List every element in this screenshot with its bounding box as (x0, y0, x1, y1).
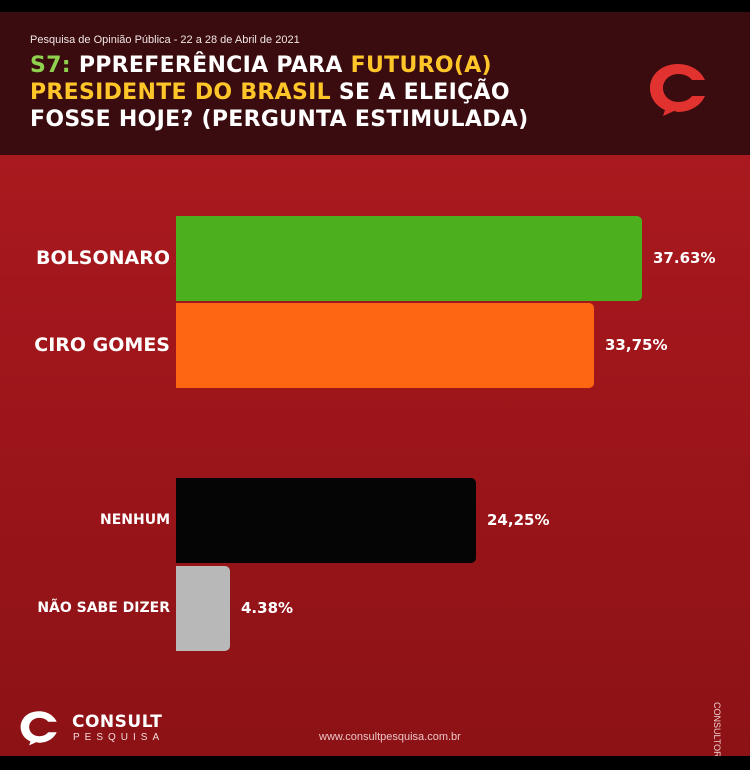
chart-title: S7: PPREFERÊNCIA PARA FUTURO(A) PRESIDENT… (30, 52, 590, 133)
value-label-bolsonaro: 37.63% (653, 248, 716, 267)
title-highlight-2: PRESIDENTE DO BRASIL (30, 80, 331, 105)
title-part2: SE A ELEIÇÃO FOSSE HOJE? (PERGUNTA ESTIM… (30, 80, 529, 132)
value-label-ciro-gomes: 33,75% (605, 335, 668, 354)
bar-nao-sabe-dizer (176, 566, 230, 651)
infographic: Pesquisa de Opinião Pública - 22 a 28 de… (0, 12, 750, 756)
category-label-bolsonaro: BOLSONARO (36, 246, 170, 269)
value-label-nao-sabe-dizer: 4.38% (241, 598, 294, 617)
footer-brand-sub: PESQUISA (73, 732, 165, 743)
category-label-nao-sabe-dizer: NÃO SABE DIZER (37, 599, 170, 616)
bar-chart: BOLSONARO 37.63% CIRO GOMES 33,75% NENHUM 24,… (0, 155, 750, 675)
bar-ciro-gomes (176, 303, 594, 388)
consult-logo-icon (650, 64, 705, 116)
consult-footer-logo-icon (20, 711, 57, 746)
bar-bolsonaro (176, 216, 642, 301)
category-label-nenhum: NENHUM (99, 511, 170, 528)
footer-url[interactable]: www.consultpesquisa.com.br (319, 731, 461, 743)
title-highlight-1: FUTURO(A) (350, 53, 492, 78)
side-signature: CONSULTORIA (712, 702, 722, 756)
category-label-ciro-gomes: CIRO GOMES (34, 333, 170, 356)
title-prefix: S7: (30, 53, 71, 78)
footer-brand: CONSULT (72, 712, 163, 732)
survey-subtitle: Pesquisa de Opinião Pública - 22 a 28 de… (30, 34, 300, 46)
header: Pesquisa de Opinião Pública - 22 a 28 de… (0, 12, 750, 155)
bar-nenhum (176, 478, 476, 563)
value-label-nenhum: 24,25% (487, 510, 550, 529)
title-part1: PPREFERÊNCIA PARA (70, 53, 351, 78)
